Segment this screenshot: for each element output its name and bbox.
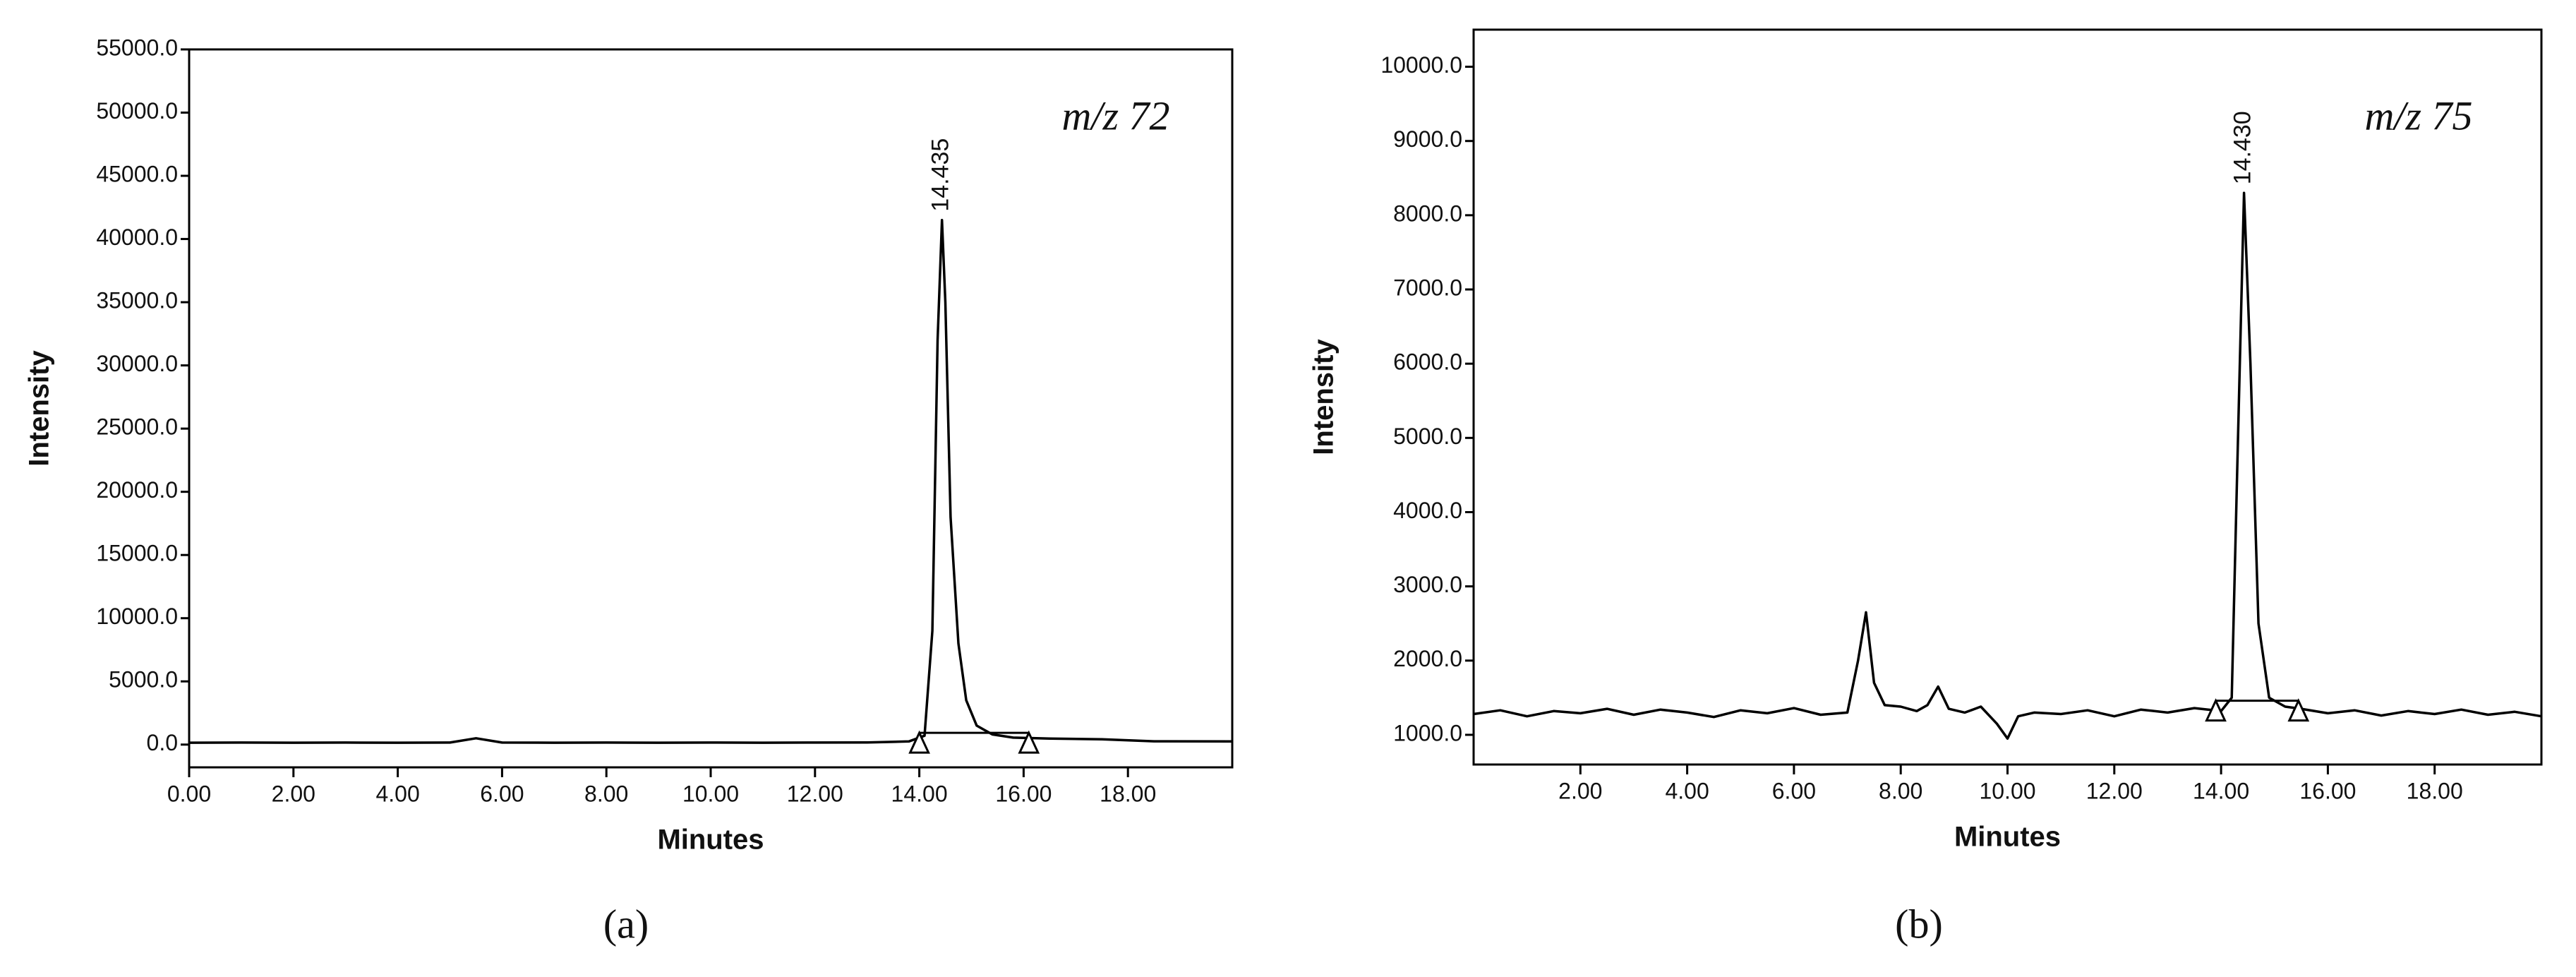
y-tick-label: 7000.0 — [1393, 275, 1462, 300]
x-tick-label: 4.00 — [1665, 778, 1709, 803]
x-tick-label: 18.00 — [2407, 778, 2463, 803]
ion-label: m/z 75 — [2364, 92, 2472, 138]
y-tick-label: 30000.0 — [96, 351, 178, 376]
y-tick-label: 20000.0 — [96, 477, 178, 503]
x-tick-label: 8.00 — [584, 781, 628, 806]
y-tick-label: 45000.0 — [96, 162, 178, 187]
x-tick-label: 14.00 — [2193, 778, 2249, 803]
x-axis-title: Minutes — [657, 825, 764, 856]
y-tick-label: 55000.0 — [96, 35, 178, 60]
x-tick-label: 6.00 — [480, 781, 524, 806]
plot-frame — [188, 48, 1234, 769]
y-tick-label: 6000.0 — [1393, 349, 1462, 375]
y-tick-label: 5000.0 — [1393, 424, 1462, 449]
x-tick-label: 0.00 — [167, 781, 211, 806]
y-tick-label: 15000.0 — [96, 541, 178, 566]
y-tick-label: 25000.0 — [96, 414, 178, 440]
baseline-marker — [2205, 698, 2227, 722]
y-tick-label: 8000.0 — [1393, 200, 1462, 226]
y-tick-label: 5000.0 — [109, 667, 178, 693]
baseline-marker — [2287, 698, 2310, 722]
y-axis-title: Intensity — [24, 350, 55, 467]
y-tick-label: 40000.0 — [96, 224, 178, 250]
ion-label: m/z 72 — [1061, 92, 1169, 138]
y-tick-label: 10000.0 — [96, 604, 178, 629]
x-axis-title: Minutes — [1954, 822, 2061, 853]
y-axis-title: Intensity — [1308, 339, 1340, 455]
y-tick-label: 50000.0 — [96, 98, 178, 124]
x-tick-label: 18.00 — [1100, 781, 1156, 806]
x-tick-label: 14.00 — [891, 781, 948, 806]
x-tick-label: 10.00 — [1979, 778, 2035, 803]
baseline-marker — [1018, 730, 1040, 754]
y-tick-label: 2000.0 — [1393, 646, 1462, 671]
chromatogram-line — [1473, 191, 2542, 740]
x-tick-label: 16.00 — [995, 781, 1052, 806]
y-tick-label: 35000.0 — [96, 288, 178, 313]
plot-frame — [1472, 28, 2543, 766]
x-tick-label: 4.00 — [375, 781, 419, 806]
panel-label: (b) — [1895, 901, 1943, 947]
x-tick-label: 2.00 — [1558, 778, 1602, 803]
x-tick-label: 12.00 — [787, 781, 843, 806]
x-tick-label: 16.00 — [2299, 778, 2356, 803]
chromatogram-line — [188, 218, 1233, 744]
y-tick-label: 3000.0 — [1393, 572, 1462, 597]
y-tick-label: 4000.0 — [1393, 498, 1462, 523]
baseline-marker — [908, 730, 930, 754]
x-tick-label: 6.00 — [1772, 778, 1816, 803]
x-tick-label: 8.00 — [1879, 778, 1922, 803]
y-tick-label: 10000.0 — [1380, 52, 1462, 78]
y-tick-label: 0.0 — [147, 730, 178, 755]
x-tick-label: 12.00 — [2086, 778, 2143, 803]
peak-label: 14.435 — [927, 138, 954, 212]
y-tick-label: 1000.0 — [1393, 720, 1462, 745]
x-tick-label: 10.00 — [682, 781, 739, 806]
peak-label: 14.430 — [2229, 111, 2256, 184]
panel-label: (a) — [603, 901, 649, 947]
y-tick-label: 9000.0 — [1393, 126, 1462, 152]
x-tick-label: 2.00 — [272, 781, 315, 806]
